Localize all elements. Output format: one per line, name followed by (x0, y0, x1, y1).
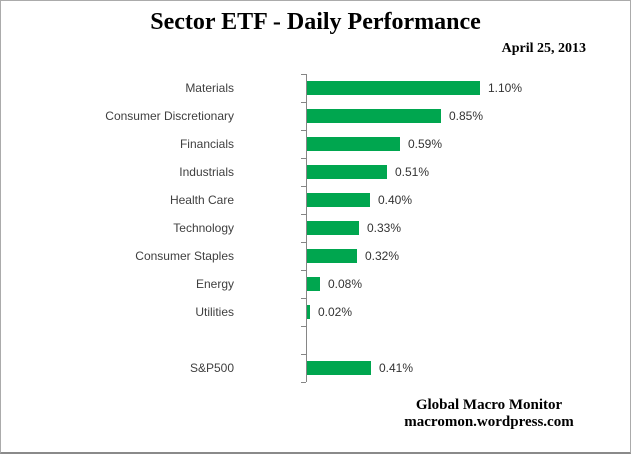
category-label: Health Care (169, 193, 234, 207)
category-label: S&P500 (189, 361, 234, 375)
chart-title: Sector ETF - Daily Performance (150, 9, 481, 35)
category-label: Consumer Discretionary (105, 109, 234, 123)
axis-tick (301, 102, 306, 103)
chart-row: Financials 0.59% (1, 130, 630, 158)
value-label: 0.40% (378, 193, 413, 207)
axis-tick (301, 382, 306, 383)
axis-tick (301, 242, 306, 243)
bar (307, 193, 370, 207)
axis-tick (301, 186, 306, 187)
bar-zone: 0.40% (307, 186, 412, 214)
value-label: 0.08% (328, 277, 363, 291)
category-label: Industrials (179, 165, 234, 179)
chart-rows: Materials 1.10% Consumer Discretionary 0… (1, 74, 630, 382)
category-label: Financials (179, 137, 234, 151)
category-label: Technology (173, 221, 234, 235)
value-label: 1.10% (488, 81, 523, 95)
chart-row: Consumer Staples 0.32% (1, 242, 630, 270)
axis-tick (301, 158, 306, 159)
value-label: 0.41% (379, 361, 414, 375)
axis-tick (301, 326, 306, 327)
bar-zone: 1.10% (307, 74, 522, 102)
bar-zone: 0.41% (307, 354, 413, 382)
chart-row: Technology 0.33% (1, 214, 630, 242)
bar-zone: 0.33% (307, 214, 401, 242)
chart-row (1, 326, 630, 354)
chart-row: S&P500 0.41% (1, 354, 630, 382)
axis-tick (301, 130, 306, 131)
value-label: 0.32% (365, 249, 400, 263)
bar-zone (307, 326, 315, 354)
chart-row: Health Care 0.40% (1, 186, 630, 214)
bar (307, 249, 357, 263)
chart-date: April 25, 2013 (501, 41, 586, 56)
bar (307, 305, 310, 319)
bar-chart: Materials 1.10% Consumer Discretionary 0… (1, 74, 630, 383)
chart-row: Materials 1.10% (1, 74, 630, 102)
value-label: 0.51% (395, 165, 430, 179)
value-label: 0.02% (318, 305, 353, 319)
axis-tick (301, 74, 306, 75)
bar-zone: 0.85% (307, 102, 483, 130)
bar (307, 221, 359, 235)
footer-credit: Global Macro Monitor macromon.wordpress.… (370, 397, 608, 431)
bar (307, 165, 387, 179)
category-label: Utilities (195, 305, 234, 319)
bar-zone: 0.59% (307, 130, 442, 158)
axis-tick (301, 354, 306, 355)
axis-tick (301, 270, 306, 271)
footer-line2: macromon.wordpress.com (404, 414, 574, 430)
chart-row: Energy 0.08% (1, 270, 630, 298)
bar-zone: 0.02% (307, 298, 352, 326)
y-axis-line (306, 74, 307, 382)
footer-line1: Global Macro Monitor (415, 397, 563, 413)
chart-row: Industrials 0.51% (1, 158, 630, 186)
bar-zone: 0.51% (307, 158, 429, 186)
category-label: Consumer Staples (135, 249, 234, 263)
value-label: 0.85% (449, 109, 484, 123)
bar (307, 137, 400, 151)
bar (307, 277, 320, 291)
chart-row: Consumer Discretionary 0.85% (1, 102, 630, 130)
axis-tick (301, 298, 306, 299)
axis-tick (301, 214, 306, 215)
bar (307, 109, 441, 123)
bar-zone: 0.08% (307, 270, 362, 298)
bar-zone: 0.32% (307, 242, 399, 270)
bar (307, 361, 371, 375)
category-label: Energy (195, 277, 234, 291)
bar (307, 81, 480, 95)
value-label: 0.59% (408, 137, 443, 151)
category-label: Materials (185, 81, 234, 95)
chart-row: Utilities 0.02% (1, 298, 630, 326)
value-label: 0.33% (367, 221, 402, 235)
